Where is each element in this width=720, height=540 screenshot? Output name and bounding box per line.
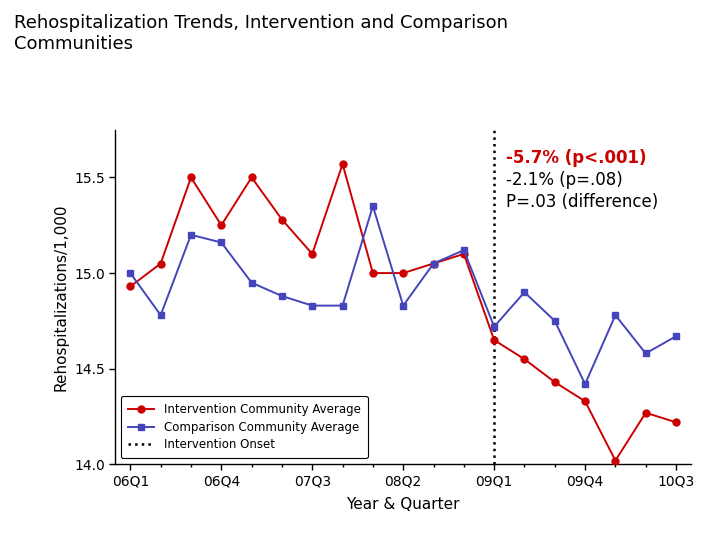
Comparison Community Average bbox=[490, 323, 498, 330]
Intervention Community Average bbox=[186, 174, 195, 181]
Intervention Community Average bbox=[399, 270, 408, 276]
Comparison Community Average bbox=[459, 247, 468, 253]
Intervention Community Average bbox=[126, 284, 135, 290]
Comparison Community Average bbox=[338, 302, 347, 309]
X-axis label: Year & Quarter: Year & Quarter bbox=[346, 497, 460, 512]
Comparison Community Average bbox=[217, 239, 225, 246]
Intervention Community Average bbox=[611, 457, 620, 464]
Comparison Community Average bbox=[672, 333, 680, 340]
Intervention Community Average bbox=[247, 174, 256, 181]
Y-axis label: Rehospitalizations/1,000: Rehospitalizations/1,000 bbox=[53, 203, 68, 391]
Intervention Community Average bbox=[551, 379, 559, 386]
Comparison Community Average bbox=[429, 260, 438, 267]
Legend: Intervention Community Average, Comparison Community Average, Intervention Onset: Intervention Community Average, Comparis… bbox=[121, 396, 368, 458]
Intervention Community Average bbox=[217, 222, 225, 228]
Comparison Community Average bbox=[520, 289, 528, 295]
Text: -2.1% (p=.08): -2.1% (p=.08) bbox=[506, 171, 623, 189]
Intervention Community Average bbox=[642, 409, 650, 416]
Intervention Community Average bbox=[156, 260, 165, 267]
Comparison Community Average bbox=[581, 381, 590, 387]
Comparison Community Average bbox=[126, 270, 135, 276]
Comparison Community Average bbox=[611, 312, 620, 319]
Comparison Community Average bbox=[156, 312, 165, 319]
Comparison Community Average bbox=[186, 232, 195, 238]
Intervention Community Average bbox=[459, 251, 468, 257]
Line: Intervention Community Average: Intervention Community Average bbox=[127, 160, 680, 464]
Intervention Community Average bbox=[308, 251, 317, 257]
Intervention Community Average bbox=[429, 260, 438, 267]
Intervention Community Average bbox=[278, 217, 287, 223]
Comparison Community Average bbox=[247, 279, 256, 286]
Comparison Community Average bbox=[642, 350, 650, 357]
Comparison Community Average bbox=[308, 302, 317, 309]
Comparison Community Average bbox=[399, 302, 408, 309]
Comparison Community Average bbox=[278, 293, 287, 299]
Line: Comparison Community Average: Comparison Community Average bbox=[127, 202, 680, 388]
Text: -5.7% (p<.001): -5.7% (p<.001) bbox=[506, 148, 647, 167]
Intervention Community Average bbox=[338, 161, 347, 167]
Comparison Community Average bbox=[551, 318, 559, 324]
Comparison Community Average bbox=[369, 203, 377, 210]
Intervention Community Average bbox=[581, 398, 590, 404]
Intervention Community Average bbox=[490, 337, 498, 343]
Text: Rehospitalization Trends, Intervention and Comparison: Rehospitalization Trends, Intervention a… bbox=[14, 14, 508, 31]
Intervention Community Average bbox=[672, 419, 680, 426]
Intervention Community Average bbox=[369, 270, 377, 276]
Text: Communities: Communities bbox=[14, 35, 133, 53]
Intervention Community Average bbox=[520, 356, 528, 362]
Text: P=.03 (difference): P=.03 (difference) bbox=[506, 193, 659, 211]
